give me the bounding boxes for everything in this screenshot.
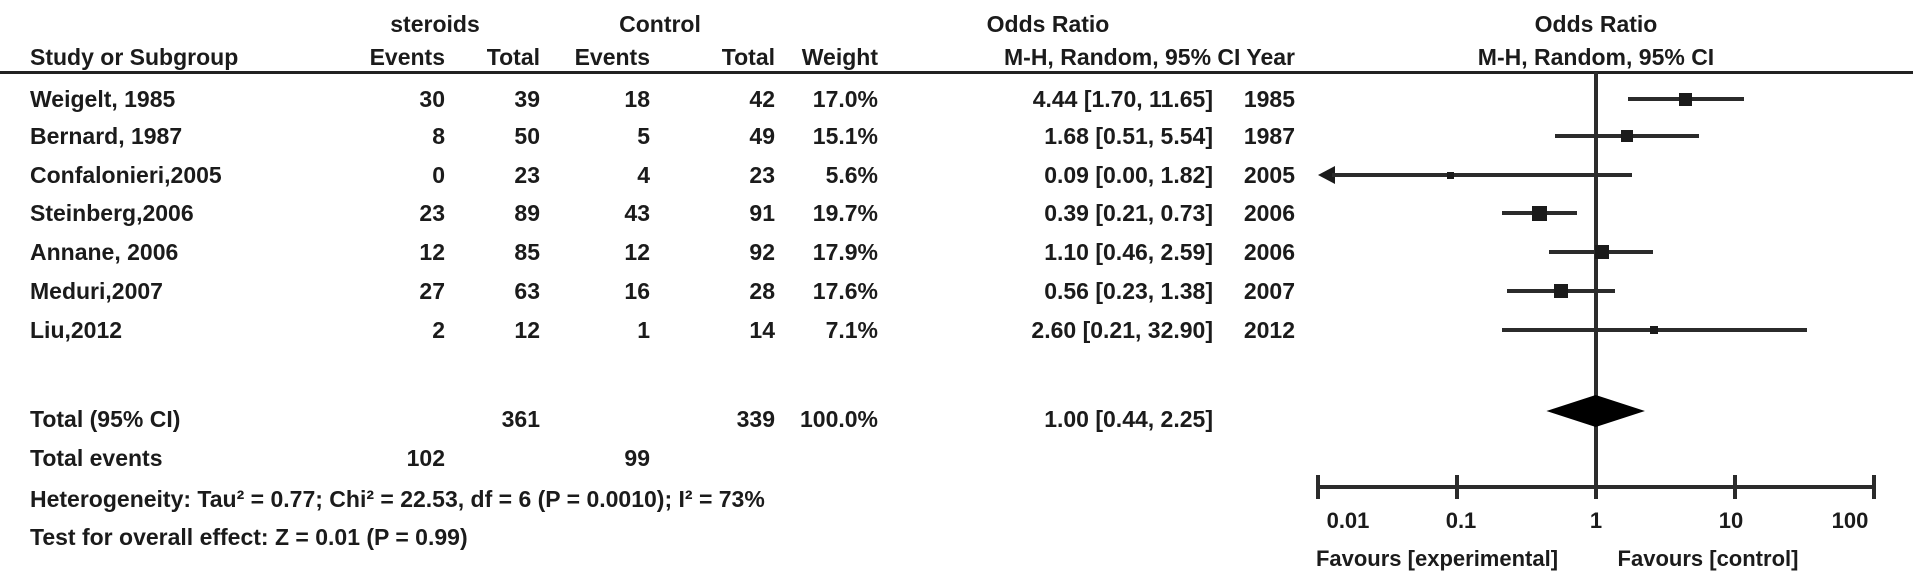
x-axis-line bbox=[1316, 485, 1876, 489]
year: 1985 bbox=[1243, 86, 1295, 112]
or-ci: 1.68 [0.51, 5.54] bbox=[1044, 123, 1213, 149]
odds-ratio-header-right: Odds Ratio bbox=[1534, 11, 1658, 37]
events-control: 12 bbox=[624, 239, 650, 265]
total-weight: 100.0% bbox=[799, 406, 878, 432]
or-ci: 2.60 [0.21, 32.90] bbox=[1031, 317, 1213, 343]
total-events-control: 99 bbox=[624, 445, 650, 471]
or-ci: 0.39 [0.21, 0.73] bbox=[1044, 200, 1213, 226]
weight: 15.1% bbox=[812, 123, 878, 149]
year: 1987 bbox=[1243, 123, 1295, 149]
or-marker bbox=[1553, 284, 1568, 298]
or-marker bbox=[1621, 130, 1634, 142]
weight: 19.7% bbox=[812, 200, 878, 226]
group-control-header: Control bbox=[619, 11, 701, 37]
col-header-study: Study or Subgroup bbox=[30, 44, 239, 70]
or-ci: 4.44 [1.70, 11.65] bbox=[1032, 86, 1213, 112]
events-steroids: 2 bbox=[432, 317, 445, 343]
events-control: 16 bbox=[624, 278, 650, 304]
study-label: Meduri,2007 bbox=[30, 278, 163, 304]
total-control: 91 bbox=[749, 200, 775, 226]
col-header-events-steroids: Events bbox=[369, 44, 445, 70]
heterogeneity-text: Heterogeneity: Tau² = 0.77; Chi² = 22.53… bbox=[30, 486, 765, 512]
study-label: Bernard, 1987 bbox=[30, 123, 183, 149]
favours-experimental-label: Favours [experimental] bbox=[1315, 546, 1559, 571]
year: 2005 bbox=[1243, 162, 1295, 188]
col-header-method-year: M-H, Random, 95% CI Year bbox=[1004, 44, 1295, 70]
or-ci: 0.56 [0.23, 1.38] bbox=[1044, 278, 1213, 304]
header-underline bbox=[0, 71, 1913, 74]
study-label: Annane, 2006 bbox=[30, 239, 179, 265]
or-ci: 1.10 [0.46, 2.59] bbox=[1044, 239, 1213, 265]
events-control: 1 bbox=[637, 317, 650, 343]
or-marker bbox=[1447, 171, 1455, 179]
favours-control-label: Favours [control] bbox=[1617, 546, 1799, 571]
total-control: 14 bbox=[749, 317, 775, 343]
events-control: 4 bbox=[637, 162, 650, 188]
total-n-control: 339 bbox=[736, 406, 775, 432]
total-steroids: 85 bbox=[514, 239, 540, 265]
total-events-label: Total events bbox=[30, 445, 163, 471]
total-control: 42 bbox=[749, 86, 775, 112]
arrow-left-icon bbox=[1318, 166, 1335, 184]
ci-line bbox=[1332, 173, 1633, 177]
total-label: Total (95% CI) bbox=[30, 406, 181, 432]
events-steroids: 8 bbox=[432, 123, 445, 149]
events-steroids: 27 bbox=[419, 278, 445, 304]
or-marker bbox=[1649, 326, 1658, 334]
study-label: Liu,2012 bbox=[30, 317, 123, 343]
total-n-steroids: 361 bbox=[501, 406, 540, 432]
total-events-steroids: 102 bbox=[406, 445, 445, 471]
year: 2006 bbox=[1243, 200, 1295, 226]
or-marker bbox=[1594, 245, 1609, 259]
x-tick-label: 1 bbox=[1589, 508, 1603, 533]
events-steroids: 12 bbox=[419, 239, 445, 265]
events-control: 18 bbox=[624, 86, 650, 112]
col-header-weight: Weight bbox=[801, 44, 878, 70]
total-steroids: 89 bbox=[514, 200, 540, 226]
weight: 7.1% bbox=[825, 317, 878, 343]
total-steroids: 39 bbox=[514, 86, 540, 112]
or-ci: 0.09 [0.00, 1.82] bbox=[1044, 162, 1213, 188]
x-tick-label: 0.01 bbox=[1326, 508, 1370, 533]
total-control: 23 bbox=[749, 162, 775, 188]
study-label: Confalonieri,2005 bbox=[30, 162, 222, 188]
weight: 17.0% bbox=[812, 86, 878, 112]
or-marker bbox=[1679, 92, 1693, 106]
total-steroids: 12 bbox=[514, 317, 540, 343]
col-header-total-steroids: Total bbox=[486, 44, 540, 70]
weight: 5.6% bbox=[825, 162, 878, 188]
summary-diamond bbox=[1546, 395, 1645, 427]
weight: 17.6% bbox=[812, 278, 878, 304]
col-header-total-control: Total bbox=[721, 44, 775, 70]
x-tick-label: 0.1 bbox=[1445, 508, 1477, 533]
total-steroids: 63 bbox=[514, 278, 540, 304]
total-control: 28 bbox=[749, 278, 775, 304]
reference-line bbox=[1594, 72, 1598, 489]
overall-effect-text: Test for overall effect: Z = 0.01 (P = 0… bbox=[30, 524, 468, 550]
total-control: 49 bbox=[749, 123, 775, 149]
events-control: 43 bbox=[624, 200, 650, 226]
year: 2007 bbox=[1243, 278, 1295, 304]
study-label: Steinberg,2006 bbox=[30, 200, 194, 226]
total-steroids: 50 bbox=[514, 123, 540, 149]
weight: 17.9% bbox=[812, 239, 878, 265]
year: 2006 bbox=[1243, 239, 1295, 265]
events-steroids: 0 bbox=[432, 162, 445, 188]
odds-ratio-header-left: Odds Ratio bbox=[986, 11, 1110, 37]
total-steroids: 23 bbox=[514, 162, 540, 188]
events-control: 5 bbox=[637, 123, 650, 149]
year: 2012 bbox=[1243, 317, 1295, 343]
events-steroids: 23 bbox=[419, 200, 445, 226]
total-or-ci: 1.00 [0.44, 2.25] bbox=[1044, 406, 1213, 432]
total-control: 92 bbox=[749, 239, 775, 265]
study-label: Weigelt, 1985 bbox=[30, 86, 176, 112]
col-header-method-right: M-H, Random, 95% CI bbox=[1477, 44, 1715, 70]
or-marker bbox=[1531, 205, 1547, 221]
col-header-events-control: Events bbox=[574, 44, 650, 70]
events-steroids: 30 bbox=[419, 86, 445, 112]
group-steroids-header: steroids bbox=[390, 11, 480, 37]
x-tick-label: 100 bbox=[1831, 508, 1869, 533]
x-tick-label: 10 bbox=[1718, 508, 1744, 533]
